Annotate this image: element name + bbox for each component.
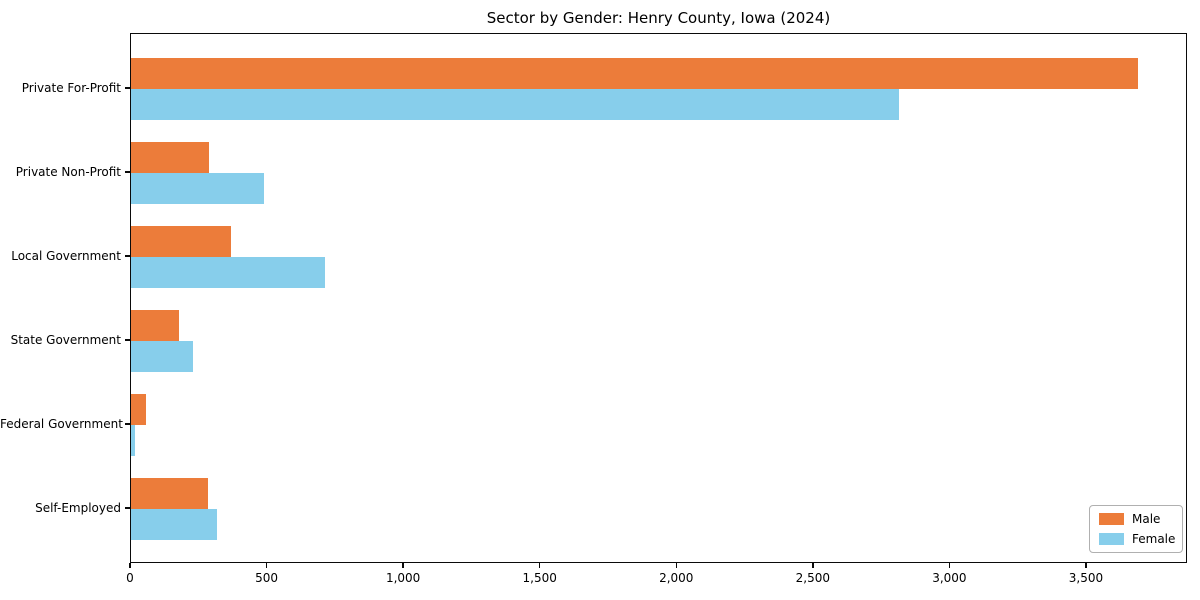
- x-axis-tick: [675, 563, 677, 568]
- y-axis-tick: [125, 507, 130, 509]
- x-axis-tick: [1085, 563, 1087, 568]
- y-axis-label: Federal Government: [0, 416, 123, 431]
- x-axis-tick: [812, 563, 814, 568]
- bar-female-local-government: [131, 257, 325, 289]
- x-axis-tick-label: 0: [126, 571, 134, 585]
- y-axis-label: State Government: [10, 332, 121, 347]
- y-axis-tick: [125, 87, 130, 89]
- x-axis-tick-label: 2,500: [795, 571, 830, 585]
- bar-female-private-for-profit: [131, 89, 899, 121]
- y-axis-tick: [125, 255, 130, 257]
- bar-female-self-employed: [131, 508, 217, 540]
- bar-female-state-government: [131, 340, 193, 372]
- y-axis-label: Private For-Profit: [21, 81, 121, 96]
- bar-male-federal-government: [131, 393, 146, 425]
- chart-title: Sector by Gender: Henry County, Iowa (20…: [486, 9, 831, 27]
- legend-item-female: Female: [1099, 532, 1176, 546]
- x-axis-tick-label: 500: [255, 571, 279, 585]
- x-axis-tick-label: 2,000: [659, 571, 694, 585]
- y-axis-tick: [125, 171, 130, 173]
- y-axis-label: Private Non-Profit: [15, 165, 121, 180]
- y-axis-label: Self-Employed: [35, 500, 121, 515]
- bar-male-private-non-profit: [131, 142, 209, 174]
- y-axis-tick: [125, 423, 130, 425]
- plot-area: [130, 33, 1187, 563]
- bar-female-private-non-profit: [131, 173, 264, 205]
- legend-label-male: Male: [1132, 512, 1161, 526]
- x-axis-tick: [538, 563, 541, 568]
- legend-label-female: Female: [1132, 532, 1176, 546]
- x-axis-tick-label: 1,000: [385, 571, 421, 585]
- x-axis-tick: [402, 563, 404, 568]
- bar-male-private-for-profit: [131, 58, 1138, 90]
- legend: Male Female: [1089, 505, 1183, 553]
- legend-swatch-female: [1099, 533, 1124, 545]
- bar-male-self-employed: [131, 477, 208, 509]
- x-axis-tick-label: 3,000: [932, 571, 967, 585]
- bar-male-state-government: [131, 309, 179, 341]
- bar-male-local-government: [131, 226, 231, 258]
- x-axis-tick: [129, 563, 131, 568]
- x-axis-tick: [948, 563, 951, 568]
- x-axis-tick-label: 1,500: [522, 571, 557, 585]
- legend-swatch-male: [1099, 513, 1124, 525]
- bar-female-federal-government: [131, 424, 136, 456]
- y-axis-tick: [125, 339, 130, 341]
- x-axis-tick-label: 3,500: [1068, 571, 1104, 585]
- x-axis-tick: [265, 563, 268, 568]
- y-axis-label: Local Government: [11, 249, 121, 264]
- legend-item-male: Male: [1099, 512, 1173, 526]
